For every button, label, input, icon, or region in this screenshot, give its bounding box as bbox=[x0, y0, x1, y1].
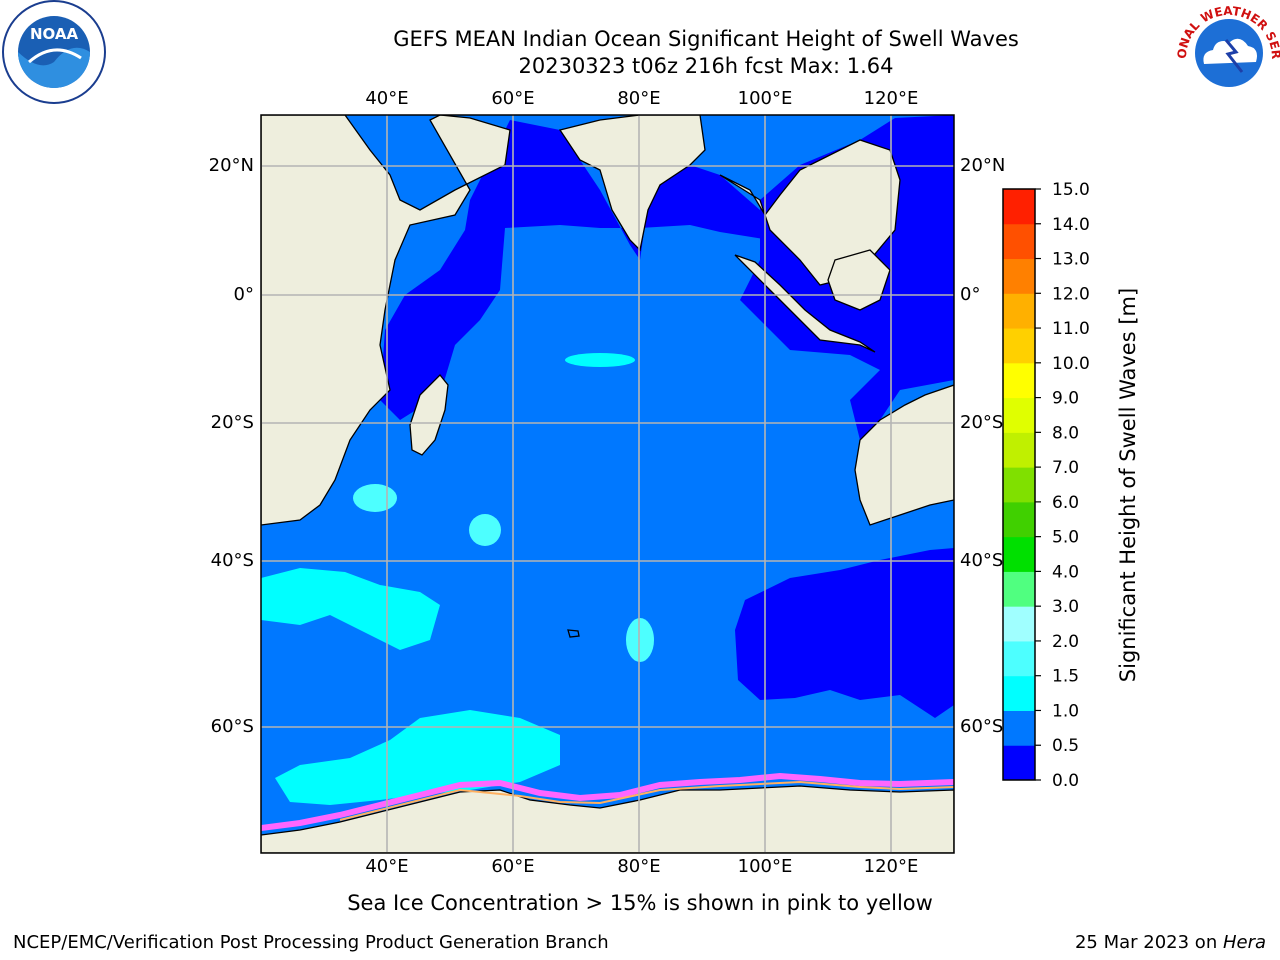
colorbar-tick-label: 3.0 bbox=[1052, 597, 1079, 617]
colorbar-frame bbox=[1002, 188, 1036, 781]
colorbar-tick-label: 12.0 bbox=[1052, 284, 1090, 304]
footer-left: NCEP/EMC/Verification Post Processing Pr… bbox=[13, 932, 609, 953]
colorbar-tick-label: 6.0 bbox=[1052, 493, 1079, 513]
chart-title: GEFS MEAN Indian Ocean Significant Heigh… bbox=[393, 27, 1019, 51]
colorbar: 0.0 0.5 1.0 1.5 2.0 3.0 4.0 5.0 6.0 7.0 8.0 9.0 10.0… bbox=[1003, 180, 1090, 791]
colorbar-tick-label: 0.5 bbox=[1052, 736, 1079, 756]
colorbar-bin bbox=[1003, 745, 1035, 781]
lat-tick-right: 60°S bbox=[960, 716, 1004, 737]
colorbar-bin bbox=[1003, 710, 1035, 746]
lon-tick-top: 40°E bbox=[365, 88, 409, 109]
colorbar-tick-label: 2.0 bbox=[1052, 632, 1079, 652]
colorbar-bin bbox=[1003, 362, 1035, 399]
colorbar-tick-label: 1.0 bbox=[1052, 701, 1079, 721]
lon-tick-bottom: 80°E bbox=[617, 856, 661, 877]
lon-tick-top: 60°E bbox=[491, 88, 535, 109]
lat-tick-left: 20°N bbox=[208, 155, 254, 176]
colorbar-tick-label: 7.0 bbox=[1052, 458, 1079, 478]
swell-patch-4 bbox=[626, 618, 654, 662]
colorbar-bin bbox=[1003, 606, 1035, 642]
colorbar-bin bbox=[1003, 432, 1035, 468]
noaa-logo-text: NOAA bbox=[30, 25, 79, 43]
map-frame bbox=[260, 114, 955, 854]
colorbar-tick-label: 4.0 bbox=[1052, 562, 1079, 582]
lat-tick-right: 40°S bbox=[960, 550, 1004, 571]
colorbar-label: Significant Height of Swell Waves [m] bbox=[1116, 287, 1140, 683]
lon-tick-top: 100°E bbox=[737, 88, 793, 109]
sea-ice-band bbox=[261, 772, 954, 831]
land-madagascar bbox=[409, 374, 449, 456]
colorbar-tick-label: 15.0 bbox=[1052, 180, 1090, 200]
land-india bbox=[558, 115, 706, 252]
land-antarctica bbox=[261, 785, 954, 853]
colorbar-bin bbox=[1003, 328, 1035, 364]
lat-tick-left: 40°S bbox=[210, 550, 254, 571]
colorbar-tick-label: 11.0 bbox=[1052, 319, 1090, 339]
lat-tick-left: 0° bbox=[233, 284, 254, 305]
colorbar-bin bbox=[1003, 501, 1035, 538]
colorbar-tick-label: 5.0 bbox=[1052, 528, 1079, 548]
sea-ice-band-inner bbox=[339, 780, 954, 821]
land-sumatra-java bbox=[734, 254, 876, 353]
colorbar-tick-label: 8.0 bbox=[1052, 423, 1079, 443]
lon-tick-bottom: 100°E bbox=[737, 856, 793, 877]
map-plot-area bbox=[261, 115, 954, 853]
lat-tick-right: 20°N bbox=[960, 155, 1006, 176]
chart-subtitle: 20230323 t06z 216h fcst Max: 1.64 bbox=[518, 54, 894, 78]
lat-tick-left: 60°S bbox=[210, 716, 254, 737]
footer-right: 25 Mar 2023 on Hera bbox=[1075, 932, 1266, 953]
colorbar-bin bbox=[1003, 258, 1035, 294]
colorbar-bin bbox=[1003, 640, 1035, 677]
noaa-logo: NOAA bbox=[2, 0, 106, 104]
colorbar-bin bbox=[1003, 223, 1035, 260]
lat-tick-right: 20°S bbox=[960, 412, 1004, 433]
colorbar-bin bbox=[1003, 189, 1035, 225]
lat-tick-right: 0° bbox=[960, 284, 981, 305]
lat-tick-left: 20°S bbox=[210, 412, 254, 433]
nws-logo: NATIONAL WEATHER SERVICE bbox=[1176, 0, 1280, 104]
colorbar-bin bbox=[1003, 467, 1035, 503]
footer-machine: Hera bbox=[1222, 932, 1266, 953]
swell-patch-2 bbox=[469, 514, 501, 546]
colorbar-bin bbox=[1003, 536, 1035, 572]
colorbar-tick-label: 9.0 bbox=[1052, 389, 1079, 409]
colorbar-tick-label: 1.5 bbox=[1052, 667, 1079, 687]
lon-tick-top: 120°E bbox=[863, 88, 919, 109]
colorbar-tick-label: 13.0 bbox=[1052, 250, 1090, 270]
colorbar-tick-label: 14.0 bbox=[1052, 215, 1090, 235]
land-southeast-asia bbox=[719, 139, 901, 286]
colorbar-tick-label: 0.0 bbox=[1052, 771, 1079, 791]
lon-tick-top: 80°E bbox=[617, 88, 661, 109]
lon-tick-bottom: 120°E bbox=[863, 856, 919, 877]
colorbar-bin bbox=[1003, 675, 1035, 711]
lon-tick-bottom: 40°E bbox=[365, 856, 409, 877]
land-australia bbox=[854, 384, 954, 526]
colorbar-bin bbox=[1003, 293, 1035, 329]
low-swell-south-australia bbox=[735, 548, 954, 718]
swell-patch-1 bbox=[353, 484, 397, 512]
low-swell-arabian-sea bbox=[380, 120, 770, 420]
colorbar-bin bbox=[1003, 397, 1035, 433]
island-kerguelen bbox=[567, 629, 580, 638]
swell-patch-3 bbox=[565, 353, 635, 367]
colorbar-tick-label: 10.0 bbox=[1052, 354, 1090, 374]
swell-patch-southwest bbox=[261, 568, 440, 650]
gridlines bbox=[261, 115, 954, 853]
colorbar-bin bbox=[1003, 571, 1035, 607]
footer-date: 25 Mar 2023 on bbox=[1074, 932, 1223, 953]
sea-ice-caption: Sea Ice Concentration > 15% is shown in … bbox=[347, 891, 933, 915]
lon-tick-bottom: 60°E bbox=[491, 856, 535, 877]
